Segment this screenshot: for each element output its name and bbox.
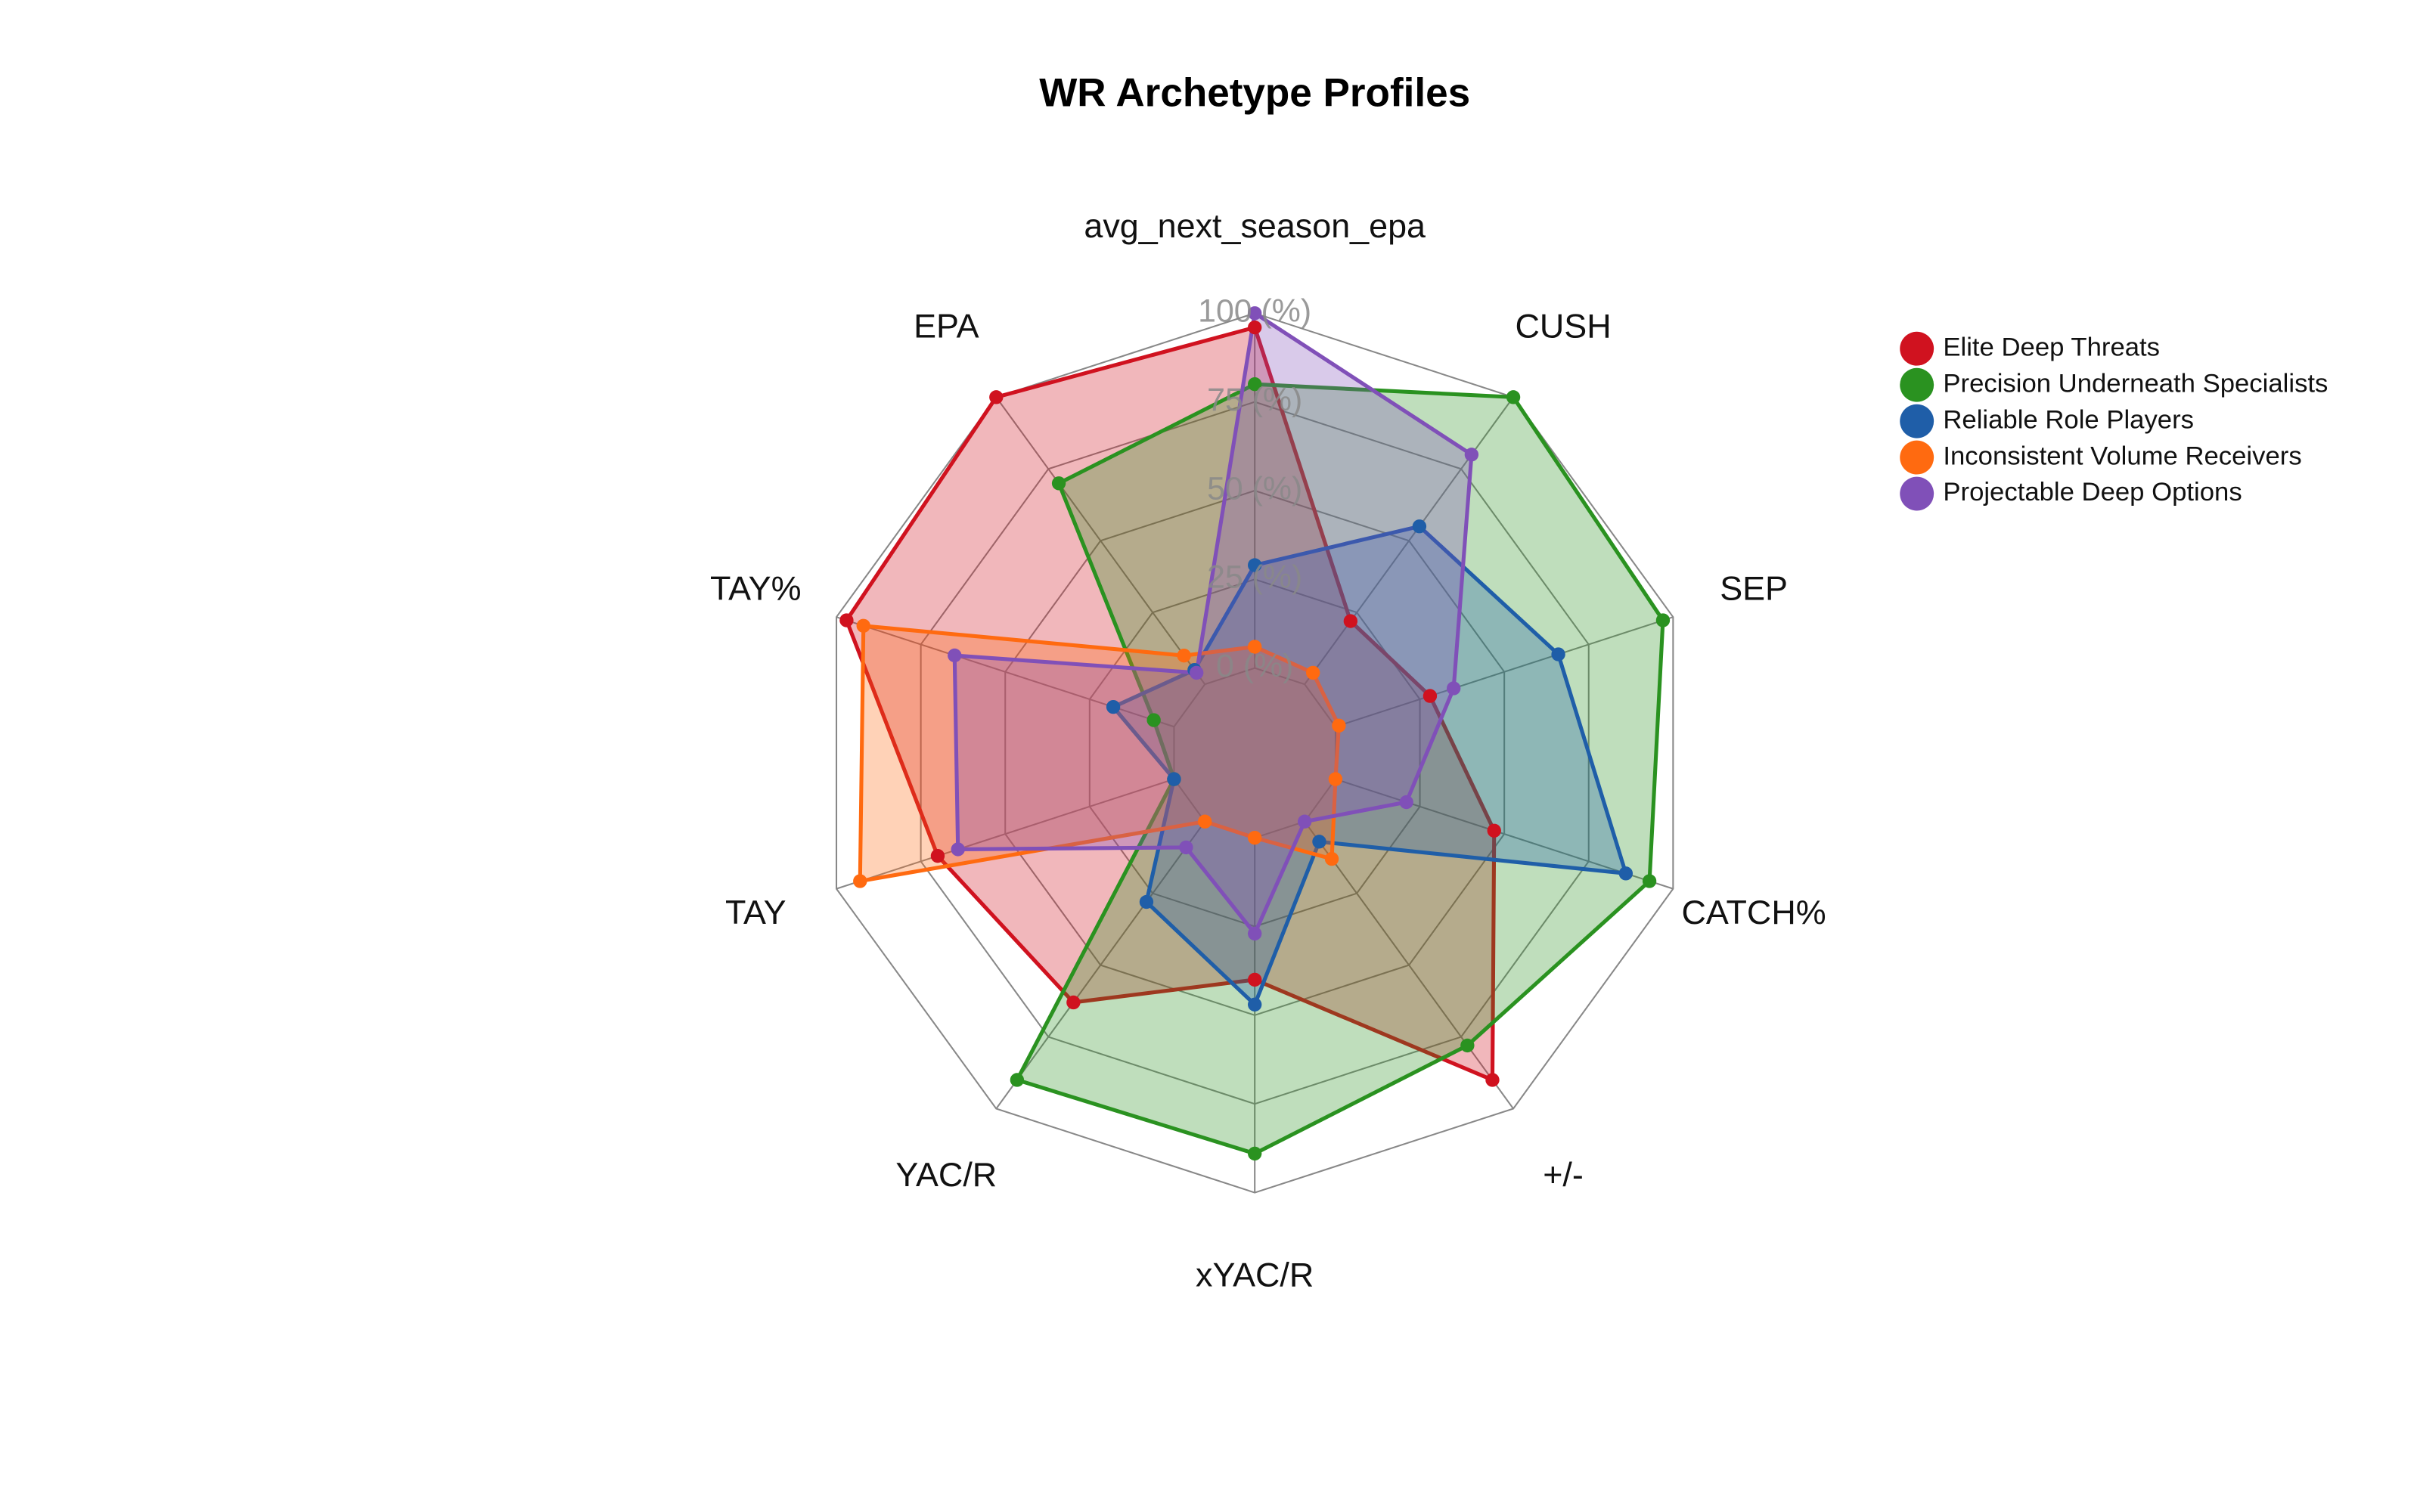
data-point xyxy=(1487,823,1501,838)
data-point xyxy=(1312,835,1326,849)
data-point xyxy=(951,842,965,857)
data-point xyxy=(1248,320,1262,335)
r-tick-label: 75 (%) xyxy=(1207,382,1302,418)
legend-label: Precision Underneath Specialists xyxy=(1943,369,2328,398)
data-point xyxy=(989,390,1004,404)
axis-label: EPA xyxy=(914,306,979,345)
data-point xyxy=(1189,665,1204,680)
data-point xyxy=(1655,613,1671,627)
legend-label: Projectable Deep Options xyxy=(1943,478,2242,507)
data-point xyxy=(1248,1146,1262,1161)
axis-label: SEP xyxy=(1720,569,1788,607)
data-point xyxy=(1051,476,1066,491)
grid xyxy=(835,312,1674,1194)
data-point xyxy=(1464,448,1479,462)
axis-label: CUSH xyxy=(1515,306,1611,345)
legend-marker xyxy=(1900,476,1934,511)
legend-label: Inconsistent Volume Receivers xyxy=(1943,442,2301,470)
data-point xyxy=(1248,997,1262,1012)
legend-label: Elite Deep Threats xyxy=(1943,333,2160,361)
axis-label: xYAC/R xyxy=(1196,1256,1314,1294)
chart-title: WR Archetype Profiles xyxy=(1039,71,1470,116)
data-point xyxy=(1506,390,1521,404)
data-point xyxy=(853,874,867,888)
legend-marker xyxy=(1900,404,1934,438)
data-point xyxy=(1198,814,1212,829)
data-point xyxy=(930,848,945,863)
data-point xyxy=(1010,1073,1025,1087)
axis-label: YAC/R xyxy=(895,1155,997,1194)
r-tick-label: 50 (%) xyxy=(1207,470,1302,507)
data-point xyxy=(1460,1038,1475,1053)
axis-spoke xyxy=(995,396,1206,685)
axis-spoke xyxy=(1304,396,1514,685)
axis-label: avg_next_season_epa xyxy=(1084,206,1426,245)
data-point xyxy=(1328,772,1343,786)
axis-label: +/- xyxy=(1543,1155,1584,1194)
data-point xyxy=(1146,713,1161,727)
data-point xyxy=(1332,718,1346,733)
axis-spoke xyxy=(995,821,1206,1110)
data-point xyxy=(1446,681,1461,696)
data-point xyxy=(1248,640,1262,654)
axis-spoke xyxy=(836,778,1174,890)
data-point xyxy=(1248,926,1262,941)
data-point xyxy=(1248,376,1262,392)
data-point xyxy=(1618,866,1634,881)
axis-spoke xyxy=(1304,821,1514,1110)
data-point xyxy=(1642,874,1657,888)
axis-label: TAY xyxy=(725,893,786,931)
data-point xyxy=(1297,814,1312,829)
r-tick-label: 25 (%) xyxy=(1207,559,1302,596)
data-point xyxy=(1551,647,1565,662)
data-point xyxy=(1412,519,1427,534)
data-point xyxy=(1139,894,1154,909)
r-tick-label: 0 (%) xyxy=(1216,648,1293,684)
data-point xyxy=(1306,665,1320,680)
axis-label: TAY% xyxy=(710,569,802,607)
axis-label: CATCH% xyxy=(1682,893,1826,931)
data-point xyxy=(1324,851,1339,866)
data-point xyxy=(1066,995,1081,1010)
data-point xyxy=(1177,648,1191,663)
data-point xyxy=(1423,689,1438,703)
data-point xyxy=(1343,614,1358,628)
data-point xyxy=(1167,772,1181,786)
data-point xyxy=(1485,1073,1500,1087)
data-point xyxy=(1106,699,1121,714)
data-point xyxy=(1248,558,1262,572)
data-point xyxy=(856,618,870,633)
data-point xyxy=(839,613,854,627)
data-point xyxy=(1248,972,1262,987)
legend-marker xyxy=(1900,331,1934,366)
r-tick-label: 100 (%) xyxy=(1198,293,1311,330)
axis-spoke xyxy=(1335,778,1674,890)
data-point xyxy=(1399,795,1413,810)
data-point xyxy=(1179,840,1193,855)
legend-marker xyxy=(1900,440,1934,475)
data-point xyxy=(1248,830,1262,845)
data-point xyxy=(1248,306,1262,321)
legend-label: Reliable Role Players xyxy=(1943,405,2194,434)
legend-marker xyxy=(1900,367,1934,402)
data-point xyxy=(948,648,962,663)
axis-spoke xyxy=(1335,616,1674,728)
